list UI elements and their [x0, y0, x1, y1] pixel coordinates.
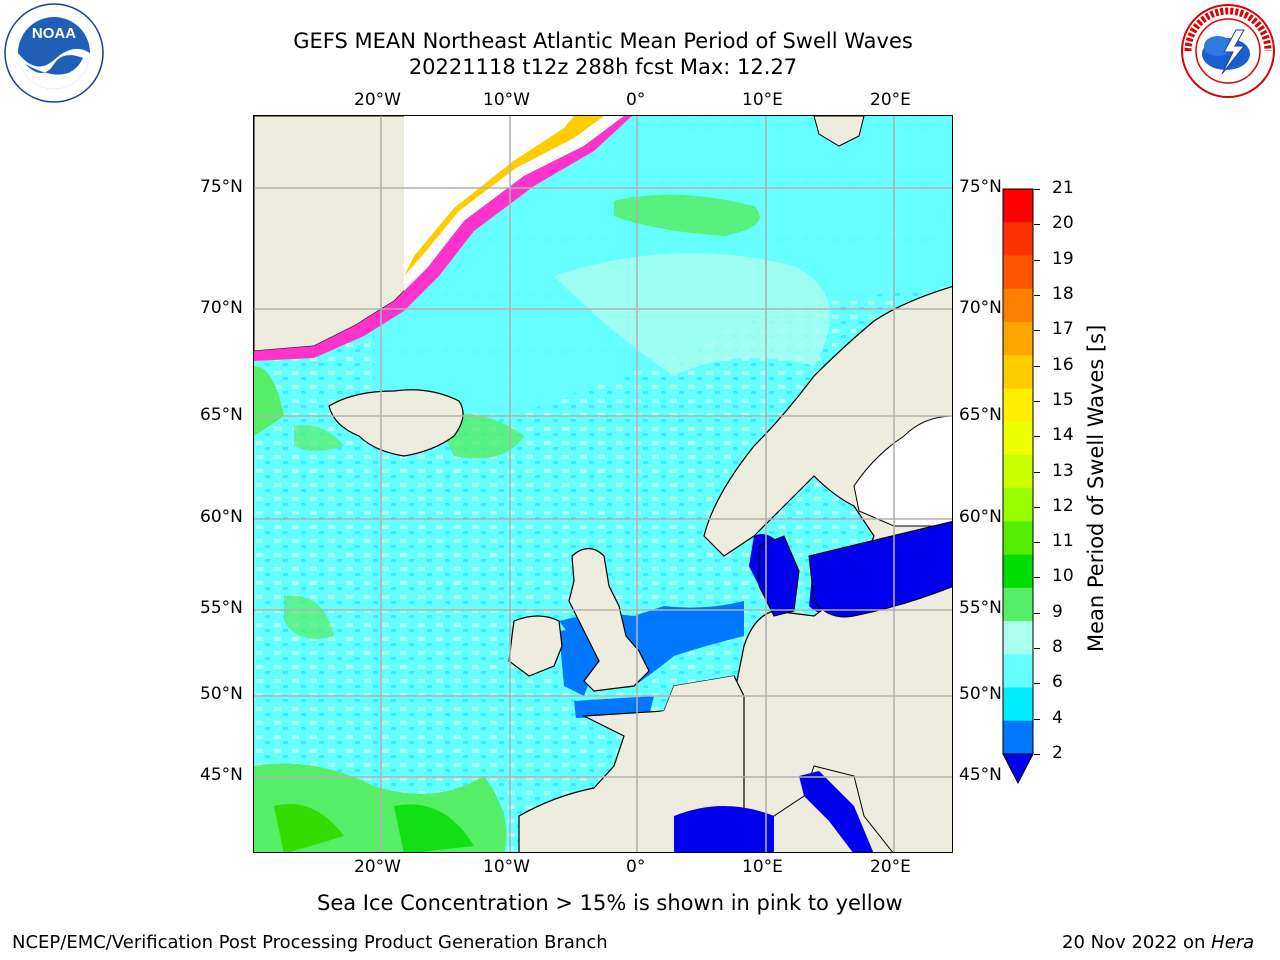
colorbar-tick-label: 14: [1052, 425, 1074, 446]
colorbar-swatch: [1003, 587, 1033, 622]
colorbar-swatch: [1003, 255, 1033, 290]
colorbar-swatch: [1003, 454, 1033, 489]
lat-label-right-60n: 60°N: [959, 507, 1002, 527]
colorbar-tick-mark: [1034, 754, 1040, 755]
colorbar: [1002, 188, 1034, 788]
colorbar-swatch: [1003, 222, 1033, 256]
colorbar-tick-mark: [1034, 648, 1040, 650]
colorbar-tick-label: 8: [1052, 637, 1063, 658]
lat-label-right-75n: 75°N: [959, 177, 1002, 197]
credit-line: NCEP/EMC/Verification Post Processing Pr…: [12, 932, 608, 953]
colorbar-swatch: [1003, 388, 1033, 423]
colorbar-swatch: [1003, 654, 1033, 689]
colorbar-swatch: [1003, 521, 1033, 556]
nws-logo: [1178, 2, 1278, 100]
run-date-text: 20 Nov 2022 on: [1062, 932, 1212, 953]
colorbar-tick-mark: [1034, 330, 1040, 332]
colorbar-tick-mark: [1034, 577, 1040, 579]
colorbar-tick-mark: [1034, 400, 1040, 402]
noaa-logo-text: NOAA: [32, 25, 76, 42]
colorbar-tick-label: 12: [1052, 495, 1074, 516]
colorbar-tick-mark: [1034, 471, 1040, 473]
lon-label-bottom-20w: 20°W: [354, 857, 401, 877]
colorbar-outline: [1002, 188, 1034, 755]
colorbar-swatches: [1002, 188, 1034, 785]
lon-label-bottom-10w: 10°W: [483, 857, 530, 877]
lon-label-top-0: 0°: [626, 90, 646, 110]
colorbar-tick-mark: [1034, 436, 1040, 438]
lon-label-bottom-0: 0°: [626, 857, 646, 877]
swell-period-map: [254, 116, 952, 852]
lat-label-left-45n: 45°N: [200, 765, 243, 785]
colorbar-tick-label: 20: [1052, 213, 1074, 234]
colorbar-tick-label: 10: [1052, 566, 1074, 587]
colorbar-swatch: [1003, 321, 1033, 356]
colorbar-tick-label: 13: [1052, 460, 1074, 481]
colorbar-extend-arrow: [1002, 753, 1034, 785]
colorbar-tick-label: 6: [1052, 672, 1063, 693]
lat-label-right-65n: 65°N: [959, 405, 1002, 425]
colorbar-tick-label: 11: [1052, 531, 1074, 552]
map-subtitle: 20221118 t12z 288h fcst Max: 12.27: [408, 55, 798, 79]
lat-label-left-55n: 55°N: [200, 598, 243, 618]
colorbar-swatch: [1003, 421, 1033, 456]
colorbar-tick-mark: [1034, 506, 1040, 508]
colorbar-swatch: [1003, 288, 1033, 323]
colorbar-tick-label: 4: [1052, 707, 1063, 728]
sea-ice-note: Sea Ice Concentration > 15% is shown in …: [317, 891, 903, 915]
colorbar-tick-label: 16: [1052, 354, 1074, 375]
lat-label-left-75n: 75°N: [200, 177, 243, 197]
colorbar-tick-label: 2: [1052, 743, 1063, 763]
colorbar-swatch: [1003, 687, 1033, 722]
noaa-logo: NOAA: [3, 2, 105, 104]
colorbar-tick-mark: [1034, 365, 1040, 367]
colorbar-tick-label: 19: [1052, 248, 1074, 269]
colorbar-tick-label: 18: [1052, 283, 1074, 304]
colorbar-ticks: 21 20 19 18 17 16 15 14 13 12 11 10 9 8 6 4 2: [1034, 178, 1078, 788]
lat-label-right-70n: 70°N: [959, 298, 1002, 318]
colorbar-tick-label: 15: [1052, 389, 1074, 410]
colorbar-tick-mark: [1034, 294, 1040, 296]
run-date: 20 Nov 2022 on Hera: [1062, 932, 1254, 953]
run-host: Hera: [1211, 932, 1255, 953]
graticule: [254, 116, 952, 852]
lat-label-left-50n: 50°N: [200, 684, 243, 704]
colorbar-tick-mark: [1034, 542, 1040, 544]
colorbar-tick-mark: [1034, 612, 1040, 614]
colorbar-title: Mean Period of Swell Waves [s]: [1084, 324, 1108, 652]
lon-label-top-10e: 10°E: [742, 90, 783, 110]
colorbar-swatch: [1003, 189, 1033, 223]
lat-label-right-55n: 55°N: [959, 598, 1002, 618]
lat-label-left-70n: 70°N: [200, 298, 243, 318]
colorbar-tick-mark: [1034, 189, 1040, 190]
colorbar-tick-label: 17: [1052, 319, 1074, 340]
colorbar-swatch: [1003, 488, 1033, 522]
lon-label-top-20w: 20°W: [354, 90, 401, 110]
lon-label-bottom-20e: 20°E: [870, 857, 911, 877]
lon-label-bottom-10e: 10°E: [742, 857, 783, 877]
colorbar-swatch: [1003, 720, 1033, 755]
colorbar-swatch: [1003, 554, 1033, 589]
lat-label-right-50n: 50°N: [959, 684, 1002, 704]
lat-label-left-60n: 60°N: [200, 507, 243, 527]
colorbar-tick-mark: [1034, 259, 1040, 261]
map-panel: [253, 115, 953, 853]
colorbar-tick-label: 21: [1052, 178, 1074, 198]
map-title: GEFS MEAN Northeast Atlantic Mean Period…: [293, 29, 913, 53]
colorbar-swatch: [1003, 355, 1033, 389]
colorbar-swatch: [1003, 621, 1033, 655]
colorbar-tick-mark: [1034, 224, 1040, 226]
colorbar-tick-label: 9: [1052, 601, 1063, 622]
colorbar-tick-mark: [1034, 718, 1040, 720]
lat-label-left-65n: 65°N: [200, 405, 243, 425]
lat-label-right-45n: 45°N: [959, 765, 1002, 785]
lon-label-top-10w: 10°W: [483, 90, 530, 110]
colorbar-tick-mark: [1034, 683, 1040, 685]
lon-label-top-20e: 20°E: [870, 90, 911, 110]
